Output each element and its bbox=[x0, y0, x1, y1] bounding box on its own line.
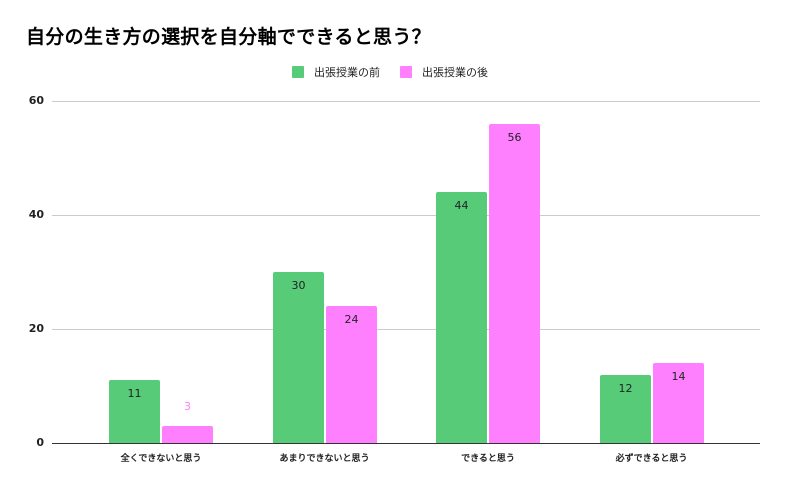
bar-after bbox=[489, 123, 540, 443]
bar-value-label: 14 bbox=[671, 370, 686, 384]
bar-after bbox=[653, 363, 704, 443]
x-tick-label: 必ずできると思う bbox=[615, 454, 688, 464]
y-tick-label: 0 bbox=[36, 436, 44, 449]
legend-swatch-before bbox=[292, 66, 304, 78]
bar-value-label: 3 bbox=[184, 399, 191, 413]
y-tick-label: 60 bbox=[28, 94, 44, 107]
bar-value-label: 56 bbox=[507, 130, 522, 144]
bar-after bbox=[162, 425, 213, 443]
legend-item-after: 出張授業の後 bbox=[400, 64, 488, 80]
bar-value-label: 30 bbox=[291, 279, 306, 292]
legend-item-before: 出張授業の前 bbox=[292, 64, 380, 80]
bar-after bbox=[326, 306, 377, 443]
x-tick-label: 全くできないと思う bbox=[120, 454, 202, 464]
bar-before bbox=[600, 374, 651, 443]
legend: 出張授業の前 出張授業の後 bbox=[0, 64, 785, 80]
y-tick-label: 40 bbox=[28, 208, 44, 221]
y-tick-label: 20 bbox=[28, 322, 44, 335]
bar-before bbox=[109, 380, 160, 443]
chart-title: 自分の生き方の選択を自分軸でできると思う？ bbox=[26, 26, 431, 48]
bar-value-label: 44 bbox=[454, 199, 469, 213]
gridline bbox=[52, 329, 760, 330]
gridline bbox=[52, 215, 760, 216]
bar-value-label: 12 bbox=[618, 381, 633, 395]
gridline bbox=[52, 101, 760, 102]
bar-value-label: 11 bbox=[127, 387, 142, 401]
bar-value-label: 24 bbox=[344, 313, 359, 327]
x-axis-line bbox=[52, 443, 760, 444]
legend-label-after: 出張授業の後 bbox=[422, 66, 488, 79]
legend-label-before: 出張授業の前 bbox=[314, 66, 380, 79]
bar-before bbox=[436, 192, 487, 443]
legend-swatch-after bbox=[400, 66, 412, 78]
x-tick-label: あまりできないと思う bbox=[279, 454, 370, 464]
bar-before bbox=[273, 272, 324, 443]
x-tick-label: できると思う bbox=[461, 454, 515, 464]
